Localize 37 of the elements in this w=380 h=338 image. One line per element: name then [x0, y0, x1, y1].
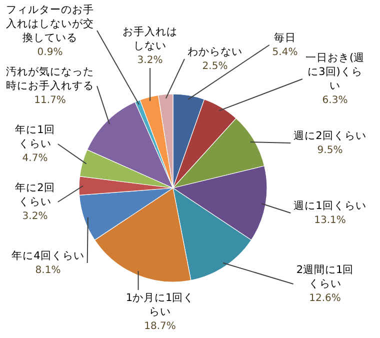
slice-label: わからない	[188, 46, 242, 58]
data-label: 12.6%	[309, 293, 341, 304]
data-label: 2.5%	[202, 61, 228, 72]
slice-label: 週に2回くらい	[294, 130, 366, 142]
pie-slice	[94, 188, 192, 282]
slice-label: 毎日	[274, 32, 296, 44]
slice-label: 1か月に1回くらい	[126, 292, 194, 318]
data-label: 3.2%	[137, 55, 163, 66]
pie-slice	[86, 102, 174, 188]
data-label: 4.7%	[22, 153, 48, 164]
data-label: 13.1%	[314, 215, 346, 226]
slice-label: フィルターのお手入れはしないが交換している	[6, 3, 94, 44]
slice-label: 年に1回くらい	[15, 124, 55, 150]
slice-label: 汚れが気になった時にお手入れする	[6, 66, 94, 92]
pie-slice	[172, 166, 268, 240]
slice-label: 年に2回くらい	[15, 182, 55, 208]
pie-slice	[172, 118, 265, 188]
pie-slice	[172, 99, 236, 188]
data-label: 8.1%	[35, 265, 61, 276]
data-label: 11.7%	[34, 95, 66, 106]
pie-slice	[78, 188, 174, 240]
slice-label: 一日おき(週に3回)くらい	[305, 52, 365, 92]
data-label: 18.7%	[144, 321, 176, 332]
slice-label: 年に4回くらい	[12, 250, 84, 262]
slice-label: 週に1回くらい	[294, 200, 366, 212]
pie-slice	[78, 176, 174, 196]
data-label: 5.4%	[272, 47, 298, 58]
slice-label: お手入れはしない	[122, 25, 178, 52]
data-label: 6.3%	[322, 95, 348, 106]
data-label: 9.5%	[317, 145, 343, 156]
slice-label: 2週間に1回くらい	[296, 264, 354, 290]
data-label: 0.9%	[37, 47, 63, 58]
data-label: 3.2%	[22, 211, 48, 222]
pie-slice	[172, 188, 252, 281]
pie-slice	[140, 94, 174, 188]
pie-slice	[79, 149, 174, 188]
pie-slice	[158, 94, 174, 188]
